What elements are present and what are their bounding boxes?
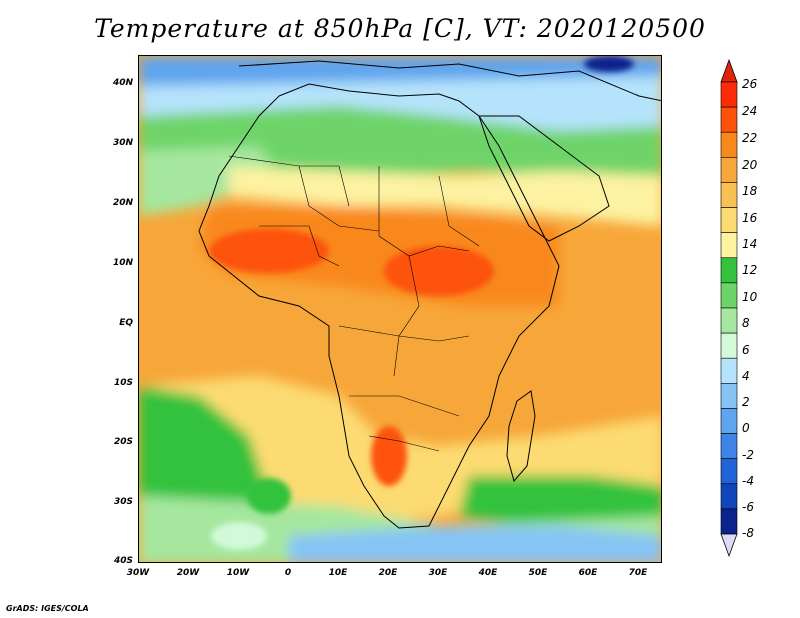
colorbar-segment: [720, 81, 738, 108]
colorbar-segment: [720, 307, 738, 334]
colorbar-segment: [720, 131, 738, 158]
colorbar-segment: [720, 383, 738, 409]
colorbar-segment: [720, 207, 738, 233]
lon-label-50e: 50E: [528, 568, 548, 578]
colorbar-label-neg2: -2: [742, 448, 754, 462]
shade-sahel-max-east: [384, 246, 494, 296]
colorbar-segment: [720, 408, 738, 434]
shade-south-blue: [289, 526, 661, 562]
lon-label-20w: 20W: [176, 568, 200, 578]
shade-north-yellow: [229, 166, 661, 226]
colorbar-label-2: 2: [742, 395, 750, 409]
colorbar-label-20: 20: [742, 158, 758, 172]
colorbar-segment: [720, 232, 738, 259]
shade-atlantic-green: [139, 146, 279, 216]
arabia-coastline: [478, 115, 610, 242]
lon-label-30w: 30W: [126, 568, 150, 578]
colorbar-label-22: 22: [742, 131, 758, 145]
madagascar-coastline: [506, 390, 536, 483]
colorbar-segment: [720, 182, 738, 208]
shade-cape-lightblue: [211, 522, 267, 550]
lon-label-70e: 70E: [628, 568, 648, 578]
coastline-group: [198, 60, 661, 529]
map-panel: [138, 55, 662, 563]
shade-south-atlantic-green: [247, 478, 291, 514]
europe-coastline: [238, 60, 661, 102]
colorbar-segment: [720, 332, 738, 359]
lon-label-10e: 10E: [328, 568, 348, 578]
lon-label-60e: 60E: [578, 568, 598, 578]
shade-cold-corner: [584, 56, 634, 72]
temperature-map: [139, 56, 661, 562]
shade-sahel-max-west: [209, 229, 329, 273]
lat-label-30s: 30S: [113, 497, 133, 507]
colorbar-label-16: 16: [742, 211, 758, 225]
lat-label-30n: 30N: [112, 138, 133, 148]
colorbar-segment: [720, 106, 738, 133]
shade-southeast-green: [459, 476, 661, 526]
country-borders: [228, 155, 480, 452]
lat-label-20n: 20N: [112, 198, 133, 208]
colorbar-label-6: 6: [742, 343, 750, 357]
colorbar-segment: [720, 483, 738, 510]
lon-label-10w: 10W: [226, 568, 250, 578]
colorbar-label-4: 4: [742, 369, 750, 383]
grads-credit: GrADS: IGES/COLA: [6, 604, 89, 613]
lat-label-40n: 40N: [112, 78, 133, 88]
colorbar-label-neg6: -6: [742, 500, 754, 514]
colorbar-label-12: 12: [742, 263, 758, 277]
colorbar-label-8: 8: [742, 316, 750, 330]
colorbar-segment: [720, 157, 738, 183]
lat-label-eq: EQ: [119, 318, 133, 328]
colorbar-label-0: 0: [742, 421, 750, 435]
colorbar-label-neg4: -4: [742, 474, 754, 488]
lat-label-10s: 10S: [113, 378, 133, 388]
colorbar-segment: [720, 257, 738, 284]
colorbar-label-14: 14: [742, 237, 758, 251]
colorbar-label-18: 18: [742, 184, 758, 198]
colorbar: [720, 58, 738, 558]
lat-label-10n: 10N: [112, 258, 133, 268]
shade-sahara-green: [139, 106, 661, 176]
shade-southwest-green: [139, 386, 269, 526]
shade-kalahari: [371, 426, 407, 486]
colorbar-segment: [720, 508, 738, 535]
colorbar-segment: [720, 433, 738, 459]
colorbar-segment: [720, 357, 738, 384]
lon-label-40e: 40E: [478, 568, 498, 578]
colorbar-over-arrow: [720, 58, 738, 83]
colorbar-segment: [720, 458, 738, 485]
colorbar-label-10: 10: [742, 290, 758, 304]
map-title: Temperature at 850hPa [C], VT: 202012050…: [94, 14, 706, 43]
lon-label-30e: 30E: [428, 568, 448, 578]
colorbar-label-24: 24: [742, 104, 758, 118]
colorbar-under-arrow: [720, 533, 738, 558]
lon-label-0: 0: [284, 568, 292, 578]
lat-label-20s: 20S: [113, 437, 133, 447]
lat-label-40s: 40S: [113, 556, 133, 566]
lon-label-20e: 20E: [378, 568, 398, 578]
colorbar-label-26: 26: [742, 77, 758, 91]
colorbar-segment: [720, 282, 738, 309]
colorbar-label-neg8: -8: [742, 526, 754, 540]
